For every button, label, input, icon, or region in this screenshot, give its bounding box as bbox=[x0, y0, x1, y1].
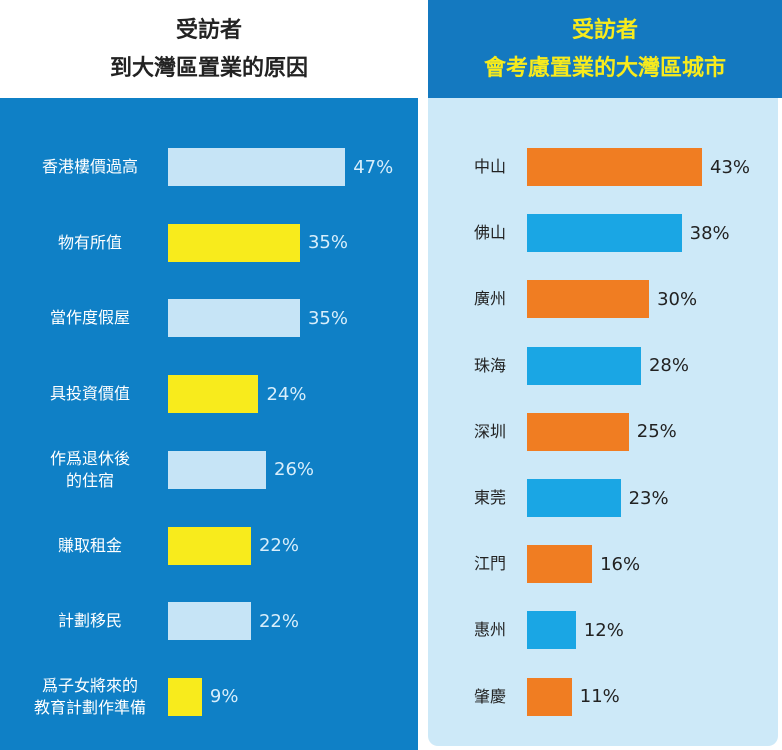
category-label: 江門 bbox=[473, 554, 506, 574]
bar bbox=[168, 450, 267, 489]
category-label: 爲子女將來的 教育計劃作準備 bbox=[33, 675, 146, 717]
category-label: 深圳 bbox=[473, 421, 506, 441]
chart-title: 受訪者 bbox=[175, 18, 242, 43]
bar bbox=[168, 677, 202, 716]
category-label: 作爲退休後 的住宿 bbox=[49, 448, 130, 490]
value-label: 9% bbox=[209, 686, 239, 708]
left-panel bbox=[0, 98, 418, 750]
value-label: 26% bbox=[274, 459, 315, 481]
value-label: 35% bbox=[307, 232, 348, 254]
value-label: 16% bbox=[600, 553, 641, 575]
bar bbox=[527, 677, 572, 716]
bar bbox=[527, 346, 641, 385]
bar bbox=[527, 545, 593, 584]
bar bbox=[527, 611, 576, 650]
bar bbox=[527, 412, 629, 451]
value-label: 47% bbox=[353, 156, 394, 178]
right-header bbox=[428, 0, 782, 98]
value-label: 22% bbox=[258, 610, 299, 632]
value-label: 24% bbox=[266, 383, 307, 405]
category-label: 肇慶 bbox=[473, 686, 506, 706]
bar bbox=[168, 375, 259, 414]
category-label: 具投資價值 bbox=[49, 384, 130, 404]
value-label: 43% bbox=[710, 156, 751, 178]
chart-title: 受訪者 bbox=[571, 18, 638, 43]
bar bbox=[168, 526, 251, 565]
value-label: 22% bbox=[258, 535, 299, 556]
category-label: 廣州 bbox=[473, 289, 506, 309]
bar bbox=[168, 299, 300, 338]
category-label: 東莞 bbox=[473, 488, 506, 507]
category-label: 中山 bbox=[473, 157, 506, 176]
chart-subtitle: 會考慮置業的大灣區城市 bbox=[483, 56, 726, 81]
bar bbox=[168, 148, 346, 186]
category-label: 惠州 bbox=[473, 620, 506, 640]
value-label: 28% bbox=[648, 355, 689, 377]
category-label: 香港樓價過高 bbox=[41, 157, 138, 176]
chart-subtitle: 到大灣區置業的原因 bbox=[109, 56, 308, 81]
bar bbox=[168, 223, 300, 262]
bar bbox=[527, 214, 682, 253]
value-label: 12% bbox=[583, 619, 624, 641]
value-label: 25% bbox=[636, 421, 677, 443]
value-label: 30% bbox=[657, 288, 698, 310]
category-label: 計劃移民 bbox=[57, 611, 122, 631]
category-label: 當作度假屋 bbox=[49, 308, 130, 328]
category-label: 珠海 bbox=[473, 355, 506, 375]
bar bbox=[527, 479, 621, 517]
bar bbox=[168, 602, 251, 641]
bar bbox=[527, 148, 702, 186]
category-label: 物有所值 bbox=[57, 232, 122, 252]
left-header bbox=[0, 0, 418, 98]
value-label: 11% bbox=[579, 686, 620, 708]
bar bbox=[527, 280, 650, 319]
category-label: 佛山 bbox=[473, 223, 506, 243]
value-label: 23% bbox=[628, 487, 669, 509]
category-label: 賺取租金 bbox=[57, 535, 122, 555]
value-label: 38% bbox=[689, 222, 730, 244]
value-label: 35% bbox=[307, 307, 348, 329]
